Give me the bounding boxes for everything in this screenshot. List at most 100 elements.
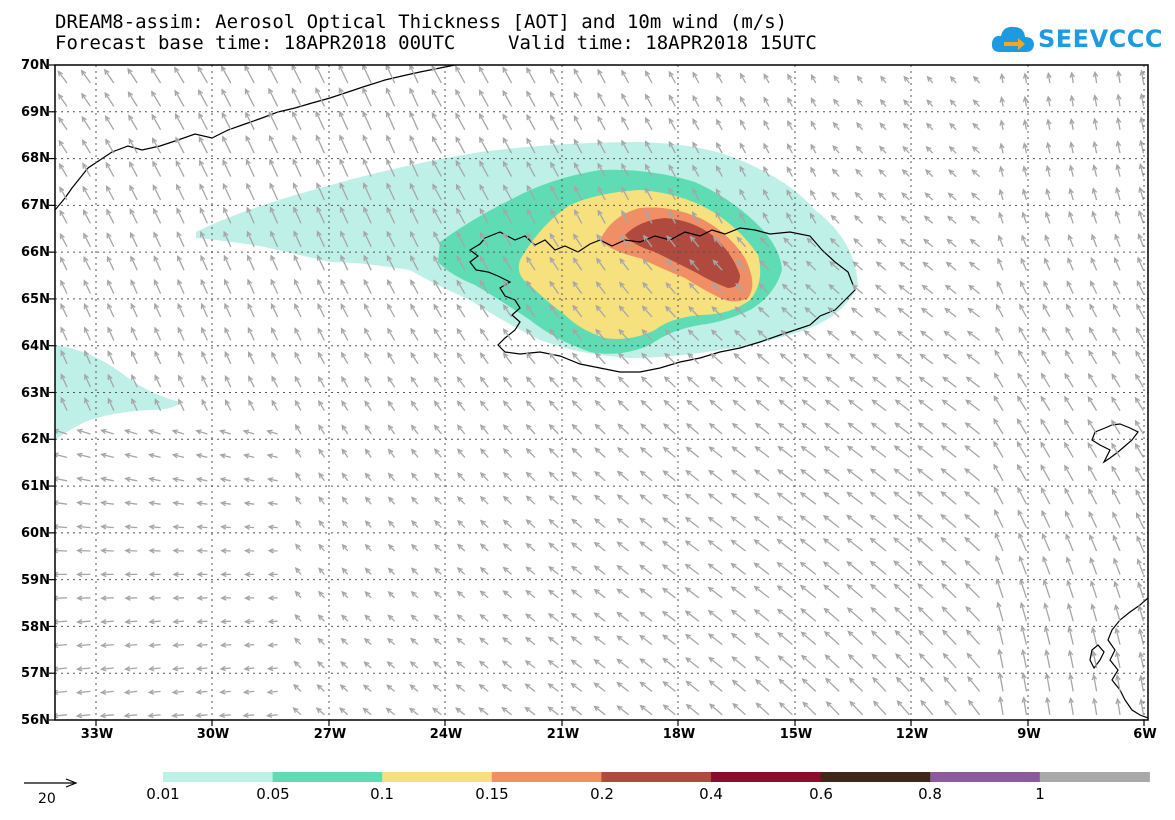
wind-arrow bbox=[195, 453, 208, 459]
wind-arrow bbox=[781, 283, 793, 295]
wind-arrow bbox=[895, 353, 910, 365]
wind-arrow bbox=[243, 477, 255, 483]
wind-arrow bbox=[570, 612, 583, 622]
wind-arrow bbox=[918, 399, 934, 412]
wind-arrow bbox=[130, 231, 138, 248]
wind-arrow bbox=[362, 87, 372, 107]
wind-arrow bbox=[949, 99, 957, 107]
wind-arrow bbox=[689, 235, 700, 248]
wind-arrow bbox=[479, 590, 489, 599]
wind-arrow bbox=[763, 165, 770, 177]
wind-arrow bbox=[387, 303, 396, 318]
wind-arrow bbox=[829, 260, 840, 271]
wind-arrow bbox=[852, 261, 864, 271]
wind-arrow bbox=[826, 330, 840, 341]
wind-arrow bbox=[642, 234, 653, 248]
wind-arrow bbox=[942, 652, 957, 669]
wind-arrow bbox=[386, 661, 396, 669]
wind-arrow bbox=[386, 230, 396, 248]
wind-arrow bbox=[712, 259, 723, 271]
wind-arrow bbox=[734, 306, 747, 318]
wind-arrow bbox=[409, 134, 419, 154]
wind-arrow bbox=[1090, 256, 1098, 271]
wind-arrow bbox=[685, 423, 700, 435]
wind-arrow bbox=[942, 353, 957, 365]
wind-arrow bbox=[946, 215, 957, 224]
wind-arrow bbox=[826, 353, 840, 365]
lat-label: 58N bbox=[21, 620, 50, 635]
wind-arrow bbox=[431, 65, 442, 84]
wind-arrow bbox=[870, 445, 887, 458]
wind-arrow bbox=[295, 519, 302, 528]
wind-arrow bbox=[200, 230, 208, 248]
graticule bbox=[55, 64, 1148, 721]
wind-arrow bbox=[104, 68, 115, 84]
wind-arrow bbox=[763, 96, 770, 107]
wind-arrow bbox=[617, 423, 630, 435]
wind-arrow bbox=[762, 188, 770, 201]
wind-arrow bbox=[341, 543, 349, 552]
wind-arrow bbox=[593, 635, 606, 646]
wind-arrow bbox=[1069, 141, 1075, 154]
wind-arrow bbox=[455, 660, 466, 669]
wind-arrow bbox=[294, 590, 302, 599]
wind-arrow bbox=[147, 429, 161, 435]
wind-arrow bbox=[196, 618, 208, 625]
wind-arrow bbox=[763, 73, 770, 84]
wind-arrow bbox=[432, 159, 442, 177]
wind-arrow bbox=[730, 492, 746, 505]
wind-arrow bbox=[570, 705, 583, 716]
wind-arrow bbox=[662, 704, 676, 716]
wind-arrow bbox=[410, 254, 419, 271]
wind-arrow bbox=[478, 660, 489, 669]
wind-arrow bbox=[918, 376, 934, 388]
wind-arrow bbox=[1113, 256, 1121, 271]
wind-arrow bbox=[710, 329, 723, 341]
wind-arrow bbox=[267, 618, 278, 625]
wind-arrow bbox=[594, 376, 606, 388]
wind-arrow bbox=[663, 376, 676, 388]
wind-arrow bbox=[433, 255, 442, 271]
wind-arrow bbox=[689, 258, 700, 271]
wind-arrow bbox=[100, 500, 114, 506]
wind-arrow bbox=[1069, 71, 1076, 84]
wind-arrow bbox=[130, 302, 138, 318]
wind-arrow bbox=[267, 642, 278, 648]
wind-arrow bbox=[1092, 70, 1099, 84]
wind-arrow bbox=[639, 634, 653, 646]
wind-arrow bbox=[998, 211, 1004, 224]
wind-arrow bbox=[363, 661, 372, 669]
wind-arrow bbox=[998, 165, 1005, 177]
wind-arrow bbox=[692, 94, 700, 107]
wind-arrow bbox=[502, 280, 513, 294]
wind-arrow bbox=[644, 93, 653, 107]
wind-arrow bbox=[341, 424, 349, 435]
forecast-base-time: Forecast base time: 18APR2018 00UTC bbox=[55, 32, 456, 54]
wind-arrow bbox=[124, 476, 138, 483]
colorbar-label: 1 bbox=[1035, 785, 1045, 803]
wind-arrow bbox=[730, 562, 746, 575]
wind-arrow bbox=[83, 279, 91, 294]
wind-arrow bbox=[753, 492, 770, 505]
wind-arrow bbox=[800, 445, 817, 458]
wind-arrow bbox=[386, 182, 396, 201]
wind-arrow bbox=[997, 648, 1004, 669]
wind-arrow bbox=[363, 303, 372, 318]
wind-arrow bbox=[1068, 164, 1075, 177]
wind-arrow bbox=[242, 453, 255, 459]
wind-arrow bbox=[895, 653, 910, 669]
wind-arrow bbox=[433, 279, 442, 294]
wind-arrow bbox=[778, 399, 793, 412]
wind-arrow bbox=[1044, 649, 1051, 669]
wind-arrow bbox=[851, 284, 864, 295]
wind-arrow bbox=[664, 329, 676, 341]
wind-arrow bbox=[364, 424, 372, 435]
wind-arrow bbox=[800, 654, 817, 669]
wind-arrow bbox=[870, 630, 887, 646]
wind-arrow bbox=[759, 236, 770, 248]
wind-arrow bbox=[502, 136, 513, 154]
wind-arrow bbox=[84, 397, 91, 411]
wind-arrow bbox=[753, 608, 770, 622]
wind-arrow bbox=[1021, 188, 1028, 201]
wind-arrow bbox=[148, 524, 161, 530]
